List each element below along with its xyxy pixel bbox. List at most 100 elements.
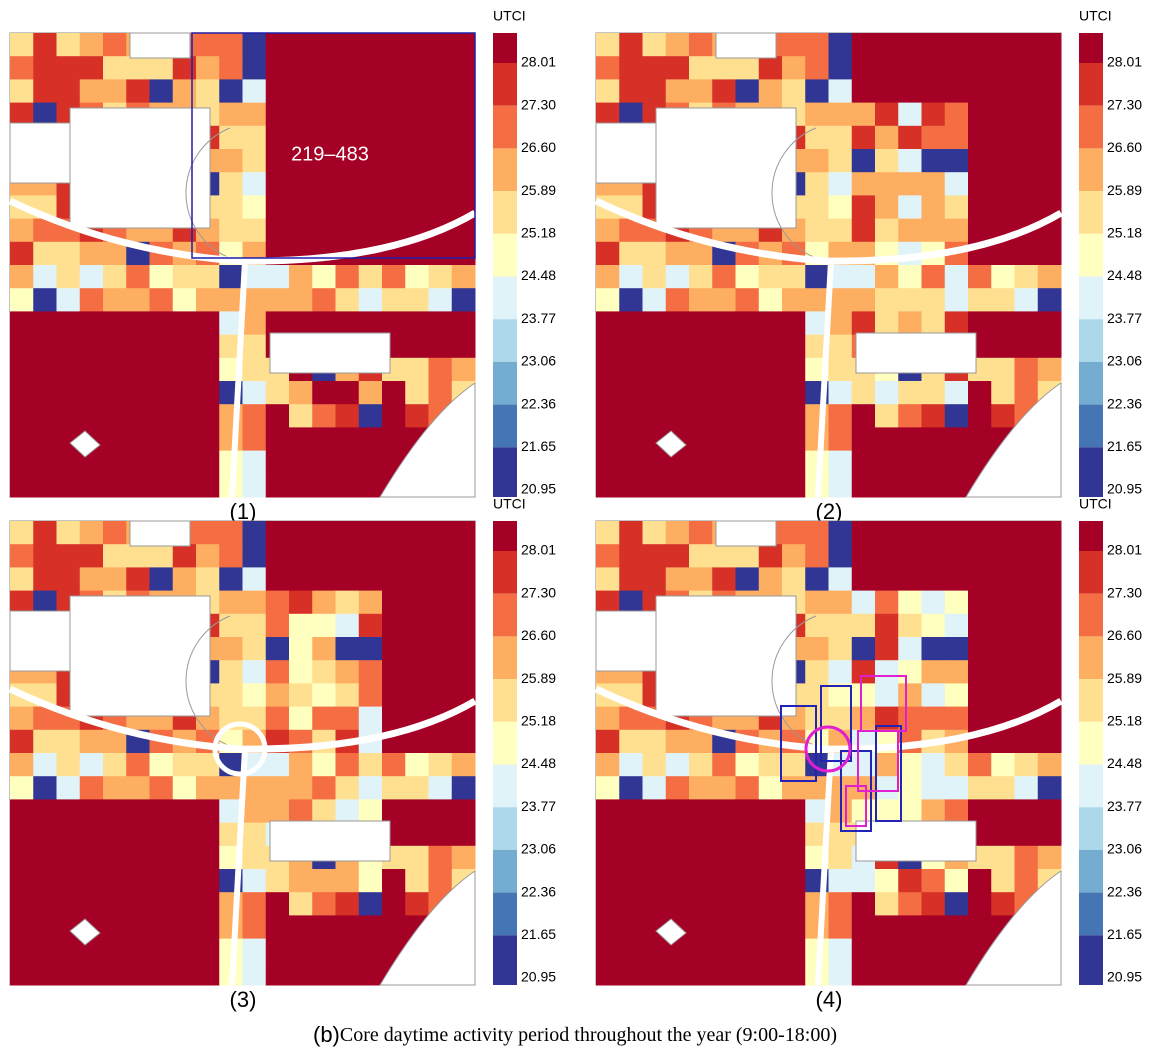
map-cell <box>805 219 829 243</box>
map-cell <box>126 962 150 986</box>
legend-tick-label: 23.77 <box>1107 798 1142 814</box>
map-cell <box>359 451 383 475</box>
map-cell <box>196 892 220 916</box>
map-cell <box>429 242 453 266</box>
map-cell <box>805 33 829 57</box>
map-cell <box>945 265 969 289</box>
legend-swatch <box>493 362 517 405</box>
map-cell <box>759 451 783 475</box>
map-cell <box>829 660 853 684</box>
map-cell <box>57 823 81 847</box>
map-cell <box>898 591 922 615</box>
map-cell <box>782 823 806 847</box>
map-cell <box>405 660 429 684</box>
map-cell <box>289 381 313 405</box>
map-cell <box>596 753 620 777</box>
map-cell <box>922 660 946 684</box>
map-cell <box>359 265 383 289</box>
legend-swatch <box>493 191 517 234</box>
map-cell <box>57 776 81 800</box>
map-cell <box>382 311 406 335</box>
map-cell <box>666 753 690 777</box>
map-cell <box>736 79 760 103</box>
map-cell <box>991 242 1015 266</box>
map-cell <box>991 591 1015 615</box>
map-cell <box>689 381 713 405</box>
legend-swatch <box>493 765 517 808</box>
map-cell <box>312 799 336 823</box>
map-cell <box>805 544 829 568</box>
map-cell <box>103 358 127 382</box>
map-cell <box>1038 660 1062 684</box>
map-cell <box>689 358 713 382</box>
map-cell <box>968 265 992 289</box>
map-cell <box>336 427 360 451</box>
map-cell <box>382 660 406 684</box>
map-cell <box>173 939 197 963</box>
map-cell <box>619 33 643 57</box>
map-cell <box>150 311 174 335</box>
map-cell <box>922 776 946 800</box>
map-cell <box>33 823 57 847</box>
map-cell <box>945 637 969 661</box>
legend-tick-label: 21.65 <box>521 926 556 942</box>
map-cell <box>759 567 783 591</box>
map-cell <box>359 614 383 638</box>
legend-title: UTCI <box>493 8 526 24</box>
map-cell <box>289 939 313 963</box>
map-cell <box>643 753 667 777</box>
map-cell <box>382 33 406 57</box>
map-cell <box>922 219 946 243</box>
map-cell <box>759 358 783 382</box>
map-cell <box>382 56 406 80</box>
map-cell <box>103 776 127 800</box>
map-cell <box>689 892 713 916</box>
map-cell <box>805 195 829 219</box>
map-cell <box>619 242 643 266</box>
map-cell <box>80 799 104 823</box>
map-cell <box>103 381 127 405</box>
map-cell <box>336 753 360 777</box>
legend-tick-label: 24.48 <box>521 267 556 283</box>
map-cell <box>922 56 946 80</box>
map-cell <box>922 172 946 196</box>
building <box>856 333 976 373</box>
map-cell <box>196 335 220 359</box>
map-cell <box>33 915 57 939</box>
map-cell <box>643 451 667 475</box>
map-cell <box>405 242 429 266</box>
map-cell <box>312 33 336 57</box>
map-cell <box>759 381 783 405</box>
map-cell <box>266 544 290 568</box>
map-cell <box>405 614 429 638</box>
map-cell <box>759 544 783 568</box>
map-cell <box>596 311 620 335</box>
map-cell <box>33 892 57 916</box>
map-cell <box>1038 544 1062 568</box>
legend-swatch <box>1079 277 1103 320</box>
map-cell <box>173 358 197 382</box>
map-cell <box>103 451 127 475</box>
map-cell <box>289 219 313 243</box>
map-cell <box>196 358 220 382</box>
map-cell <box>312 707 336 731</box>
legend-tick-label: 20.95 <box>521 481 556 497</box>
map-cell <box>968 915 992 939</box>
map-cell <box>643 242 667 266</box>
map-cell <box>1038 823 1062 847</box>
map-cell <box>712 776 736 800</box>
map-cell <box>80 776 104 800</box>
map-cell <box>689 79 713 103</box>
map-cell <box>666 730 690 754</box>
map-cell <box>10 915 34 939</box>
map-cell <box>852 707 876 731</box>
map-cell <box>805 591 829 615</box>
map-cell <box>875 265 899 289</box>
map-cell <box>875 103 899 127</box>
map-cell <box>643 404 667 428</box>
map-cell <box>103 311 127 335</box>
map-cell <box>829 614 853 638</box>
map-cell <box>150 288 174 312</box>
map-cell <box>1038 730 1062 754</box>
map-cell <box>712 265 736 289</box>
